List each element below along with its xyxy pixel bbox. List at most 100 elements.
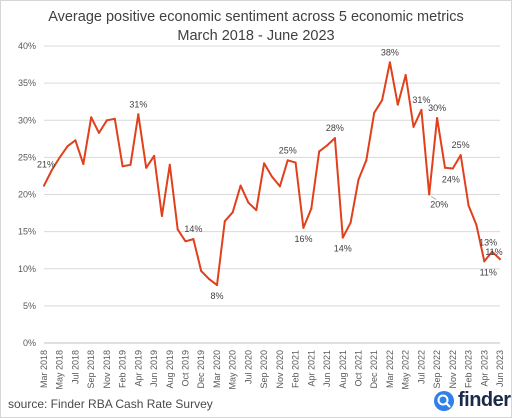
data-point bbox=[451, 167, 454, 170]
x-tick-label: Oct 2019 bbox=[181, 350, 191, 387]
data-point bbox=[98, 131, 101, 134]
data-label: 16% bbox=[294, 234, 312, 244]
brand-logo: finder bbox=[433, 389, 511, 412]
brand-name: finder bbox=[458, 389, 511, 411]
y-tick-label: 5% bbox=[23, 301, 36, 311]
x-tick-label: Nov 2020 bbox=[275, 350, 285, 389]
data-point bbox=[420, 108, 423, 111]
data-point bbox=[491, 250, 494, 253]
x-tick-label: Feb 2021 bbox=[291, 350, 301, 388]
data-label: 20% bbox=[430, 200, 448, 210]
data-point bbox=[483, 260, 486, 263]
chart-title-block: Average positive economic sentiment acro… bbox=[0, 8, 512, 46]
data-point bbox=[365, 159, 368, 162]
data-label: 21% bbox=[37, 160, 55, 170]
data-point bbox=[436, 117, 439, 120]
data-point bbox=[215, 284, 218, 287]
data-label: 14% bbox=[334, 244, 352, 254]
data-label: 13% bbox=[479, 238, 497, 248]
data-point bbox=[145, 166, 148, 169]
x-tick-label: Dec 2021 bbox=[369, 350, 379, 389]
data-point bbox=[278, 185, 281, 188]
chart-title: Average positive economic sentiment acro… bbox=[48, 9, 464, 25]
data-label: 25% bbox=[279, 145, 297, 155]
chart-subtitle: March 2018 - June 2023 bbox=[177, 28, 335, 44]
data-point bbox=[231, 211, 234, 214]
data-point bbox=[388, 61, 391, 64]
x-tick-label: Aug 2019 bbox=[165, 350, 175, 389]
data-point bbox=[200, 269, 203, 272]
data-point bbox=[467, 204, 470, 207]
x-tick-label: Jul 2022 bbox=[416, 350, 426, 384]
x-tick-label: May 2020 bbox=[228, 350, 238, 390]
y-tick-label: 0% bbox=[23, 338, 36, 348]
data-label: 25% bbox=[452, 140, 470, 150]
data-point bbox=[90, 116, 93, 119]
data-point bbox=[176, 228, 179, 231]
data-point bbox=[263, 162, 266, 165]
data-point bbox=[294, 161, 297, 164]
y-tick-label: 10% bbox=[18, 264, 36, 274]
data-point bbox=[82, 163, 85, 166]
data-point bbox=[475, 223, 478, 226]
label-leader-line bbox=[431, 196, 437, 200]
data-point bbox=[223, 220, 226, 223]
data-point bbox=[247, 201, 250, 204]
x-tick-label: Mar 2022 bbox=[385, 350, 395, 388]
data-point bbox=[341, 236, 344, 239]
x-tick-label: Dec 2019 bbox=[196, 350, 206, 389]
data-label: 31% bbox=[412, 95, 430, 105]
data-point bbox=[404, 73, 407, 76]
data-label: 28% bbox=[326, 123, 344, 133]
data-point bbox=[349, 221, 352, 224]
data-point bbox=[310, 207, 313, 210]
data-point bbox=[412, 125, 415, 128]
data-label: 8% bbox=[210, 291, 223, 301]
data-point bbox=[459, 154, 462, 157]
x-tick-label: Nov 2022 bbox=[448, 350, 458, 389]
x-tick-label: May 2018 bbox=[55, 350, 65, 390]
data-point bbox=[271, 175, 273, 178]
data-label: 24% bbox=[442, 175, 460, 185]
data-point bbox=[168, 163, 171, 166]
data-point bbox=[208, 278, 211, 281]
x-tick-label: Sep 2018 bbox=[86, 350, 96, 389]
data-point bbox=[239, 184, 242, 187]
data-point bbox=[286, 159, 289, 162]
data-point bbox=[318, 150, 321, 153]
x-tick-label: Oct 2021 bbox=[353, 350, 363, 387]
data-point bbox=[428, 193, 431, 196]
x-tick-label: Apr 2021 bbox=[306, 350, 316, 387]
data-point bbox=[153, 154, 156, 157]
x-tick-label: Sep 2022 bbox=[432, 350, 442, 389]
data-point bbox=[499, 258, 501, 261]
data-point bbox=[50, 168, 53, 171]
data-point bbox=[396, 103, 399, 106]
data-point bbox=[443, 166, 446, 169]
data-point bbox=[58, 156, 61, 159]
data-point bbox=[357, 178, 360, 181]
data-point bbox=[129, 163, 132, 166]
data-label: 30% bbox=[428, 103, 446, 113]
data-point bbox=[160, 215, 163, 218]
data-label: 38% bbox=[381, 47, 399, 57]
data-point bbox=[113, 117, 116, 120]
data-label: 31% bbox=[129, 99, 147, 109]
data-point bbox=[373, 111, 376, 114]
data-point bbox=[137, 113, 140, 116]
data-point bbox=[381, 99, 384, 102]
y-tick-label: 30% bbox=[18, 115, 36, 125]
data-point bbox=[333, 137, 336, 140]
x-tick-label: Feb 2019 bbox=[118, 350, 128, 388]
data-point bbox=[184, 240, 187, 243]
data-point bbox=[255, 209, 258, 212]
x-tick-label: Sep 2020 bbox=[259, 350, 269, 389]
y-tick-label: 35% bbox=[18, 78, 36, 88]
data-point bbox=[121, 165, 124, 168]
data-label: 11% bbox=[485, 247, 502, 257]
series-line bbox=[43, 61, 501, 287]
x-tick-label: Jul 2020 bbox=[243, 350, 253, 384]
data-label: 14% bbox=[184, 224, 202, 234]
x-tick-label: Mar 2018 bbox=[39, 350, 49, 388]
